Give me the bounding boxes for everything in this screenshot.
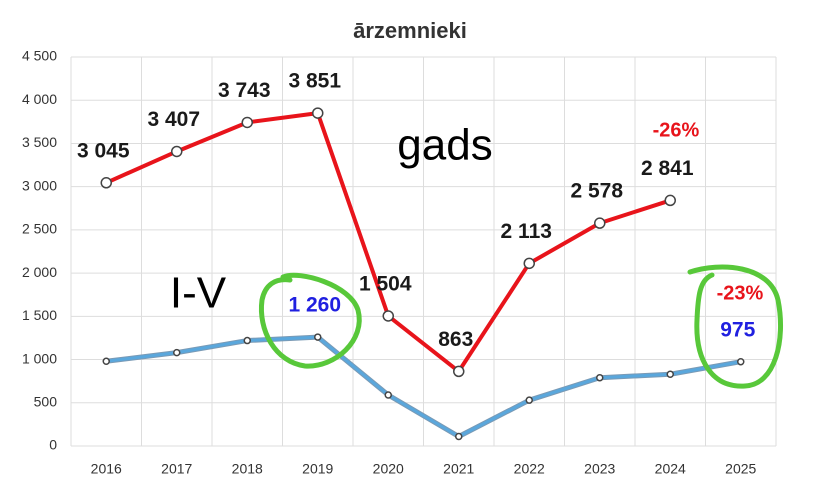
data-point [594,217,606,229]
data-label: 3 743 [218,79,271,102]
data-label: 1 260 [288,294,341,317]
data-label: 1 504 [359,273,412,296]
y-tick-label: 3 000 [22,177,57,193]
data-point [664,194,676,207]
x-tick-label: 2016 [91,461,122,477]
x-tick-label: 2018 [232,461,263,477]
y-tick-label: 1 500 [22,307,57,323]
series-line [106,335,742,438]
grid: 0 500 1 000 1 500 2 000 2 500 3 000 3 500 4 000 4… [22,48,777,477]
data-label: 2 841 [641,157,694,180]
data-point [384,391,392,399]
data-point [455,432,463,441]
x-tick-label: 2019 [302,461,333,477]
annotation: gads [397,121,492,170]
x-tick-label: 2022 [514,461,545,477]
data-label: 975 [720,318,755,341]
y-tick-label: 500 [34,393,58,409]
y-tick-label: 0 [49,437,57,453]
data-point [382,310,394,322]
data-point [312,107,324,119]
data-point [100,177,112,189]
data-label: 863 [438,328,473,351]
highlight-circle [258,272,362,369]
data-label: 3 045 [77,139,130,162]
data-point [241,116,253,129]
y-tick-label: 3 500 [22,134,57,150]
data-label: 3 407 [147,108,200,131]
data-point [666,370,674,379]
annotation: -23% [717,282,764,304]
data-point [596,373,604,382]
data-point [173,348,181,357]
x-tick-label: 2021 [443,461,474,477]
y-tick-label: 1 000 [22,350,57,366]
y-tick-label: 4 000 [22,91,57,107]
data-label: 3 851 [288,70,341,93]
data-point [314,333,322,341]
x-tick-label: 2024 [655,461,686,477]
y-tick-label: 2 500 [22,221,57,237]
plot: 1 260 975 3 045 3 407 3 743 3 851 1 504 863 2 11… [77,70,756,441]
data-point [171,145,183,158]
highlight-circle [687,264,783,389]
x-tick-label: 2020 [373,461,404,477]
data-point [523,257,535,270]
x-tick-label: 2025 [725,461,756,477]
y-tick-label: 4 500 [22,48,57,64]
x-tick-label: 2023 [584,461,615,477]
data-point [243,336,251,345]
y-tick-label: 2 000 [22,264,57,280]
x-tick-label: 2017 [161,461,192,477]
data-point [102,357,110,366]
data-point [525,396,533,404]
data-label: 2 113 [501,220,552,243]
annotation: -26% [653,119,700,141]
data-point [737,357,745,366]
chart-title: ārzemnieki [353,18,467,43]
annotation: I-V [170,269,227,318]
data-label: 2 578 [570,180,623,203]
data-point [453,365,465,378]
